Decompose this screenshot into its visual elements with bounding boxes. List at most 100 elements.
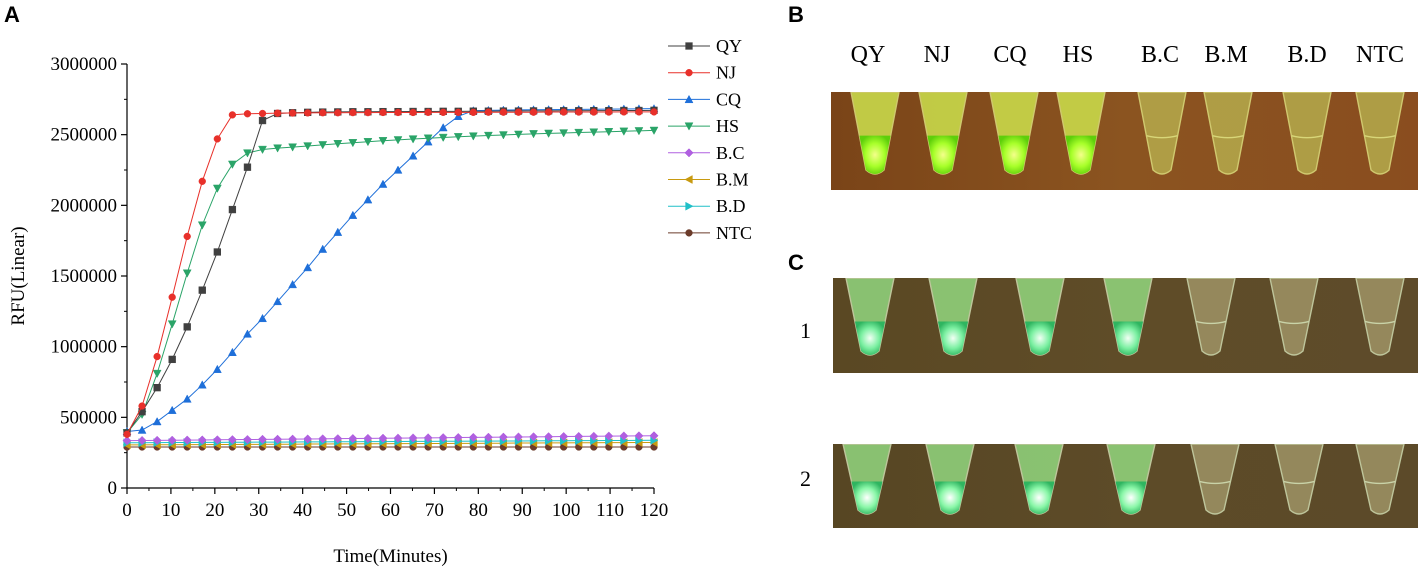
tube-fluorescence [1115, 481, 1147, 514]
data-point-cq [333, 227, 343, 236]
panel-label-c: C [788, 250, 804, 275]
data-point-nj [198, 177, 206, 185]
tube-positive [1056, 92, 1106, 175]
data-point-cq [303, 262, 313, 272]
data-point-bc [273, 434, 283, 444]
data-point-cq [197, 380, 207, 389]
data-point-hs [243, 149, 252, 158]
data-point-bc [197, 435, 207, 445]
data-point-bc [227, 435, 237, 445]
y-tick-label: 500000 [60, 407, 117, 428]
y-tick-label: 1500000 [51, 266, 118, 287]
data-point-nj [650, 108, 658, 116]
tube-body [1355, 92, 1405, 175]
data-point-qy [243, 163, 252, 171]
data-point-cq [288, 279, 298, 289]
x-tick-label: 20 [205, 500, 224, 521]
data-point-cq [167, 405, 177, 414]
tube-fluorescence [1065, 135, 1097, 174]
data-point-qy [198, 286, 206, 294]
data-point-bc [303, 434, 313, 444]
tube-negative [1203, 92, 1253, 175]
tube-negative [1190, 444, 1240, 515]
data-point-nj [620, 108, 628, 116]
tube-meniscus [1364, 480, 1396, 485]
tube-meniscus [1195, 320, 1227, 325]
tube-fluorescence [927, 135, 959, 174]
column-label-nj: NJ [923, 42, 951, 68]
data-point-hs [649, 126, 659, 135]
data-point-nj [605, 108, 613, 116]
data-point-hs [438, 133, 448, 143]
data-point-cq [408, 151, 418, 160]
legend-label-qy: QY [716, 36, 742, 56]
legend-entry-ntc: NTC [668, 223, 752, 243]
data-point-cq [273, 296, 283, 306]
data-point-bc [182, 435, 192, 445]
data-point-nj [484, 108, 493, 116]
data-point-hs [619, 127, 629, 136]
data-point-nj [529, 108, 538, 116]
tube-meniscus [1212, 135, 1244, 139]
legend-marker-bc [684, 148, 694, 158]
data-point-qy [258, 116, 267, 125]
column-label-hs: HS [1062, 42, 1094, 68]
data-point-cq [137, 425, 147, 434]
data-point-cq [258, 313, 267, 323]
tube-meniscus [1291, 135, 1323, 139]
data-point-bc [438, 433, 448, 443]
data-point-hs [167, 320, 177, 329]
legend-entry-bm: B.M [668, 170, 749, 190]
x-axis-title: Time(Minutes) [333, 546, 447, 567]
legend-entry-bd: B.D [668, 196, 746, 216]
tube-body [1269, 278, 1319, 356]
x-tick-label: 30 [249, 500, 268, 521]
tube-meniscus [1278, 320, 1310, 325]
y-tick-label: 1000000 [51, 337, 118, 358]
tube-negative [1355, 444, 1405, 515]
data-point-cq [182, 394, 192, 403]
tube-positive [1015, 278, 1065, 356]
data-point-nj [560, 108, 568, 116]
data-point-bc [408, 433, 418, 443]
panel-label-b: B [788, 2, 804, 27]
x-tick-label: 120 [640, 500, 669, 521]
legend-label-nj: NJ [716, 63, 736, 83]
legend-label-ntc: NTC [716, 223, 752, 243]
data-point-hs [212, 184, 222, 193]
series-hs [122, 126, 659, 438]
data-point-bc [559, 432, 569, 442]
data-point-bc [257, 434, 268, 444]
tube-fluorescence [859, 135, 891, 174]
data-point-nj [394, 108, 402, 117]
legend-label-bm: B.M [716, 170, 749, 190]
legend-label-bd: B.D [716, 196, 746, 216]
data-point-hs [227, 160, 237, 169]
data-point-bc [333, 434, 343, 444]
chart-axes: 0 500000 1000000 1500000 2000000 2500000 30000… [8, 54, 668, 567]
data-point-hs [468, 132, 478, 141]
data-point-hs [152, 369, 162, 379]
data-point-nj [364, 108, 372, 117]
data-point-qy [228, 205, 237, 214]
legend-marker-bd [685, 201, 694, 211]
column-label-bm: B.M [1204, 42, 1248, 68]
data-point-cq [212, 364, 222, 373]
tube-meniscus [1146, 135, 1178, 139]
data-point-bc [634, 431, 644, 441]
data-point-hs [197, 221, 207, 230]
data-point-bc [137, 435, 147, 446]
data-point-bc [604, 431, 614, 441]
data-point-hs [423, 134, 433, 143]
data-point-nj [514, 108, 523, 116]
legend-entry-bc: B.C [668, 143, 745, 163]
tube-positive [850, 92, 900, 175]
data-point-hs [574, 128, 584, 138]
column-label-ntc: NTC [1356, 42, 1404, 68]
y-tick-label: 0 [108, 478, 118, 499]
data-point-cq [227, 347, 237, 356]
data-point-hs [318, 141, 328, 150]
data-point-hs [559, 129, 569, 138]
tube-positive [1014, 444, 1064, 515]
tube-body [1137, 92, 1187, 175]
